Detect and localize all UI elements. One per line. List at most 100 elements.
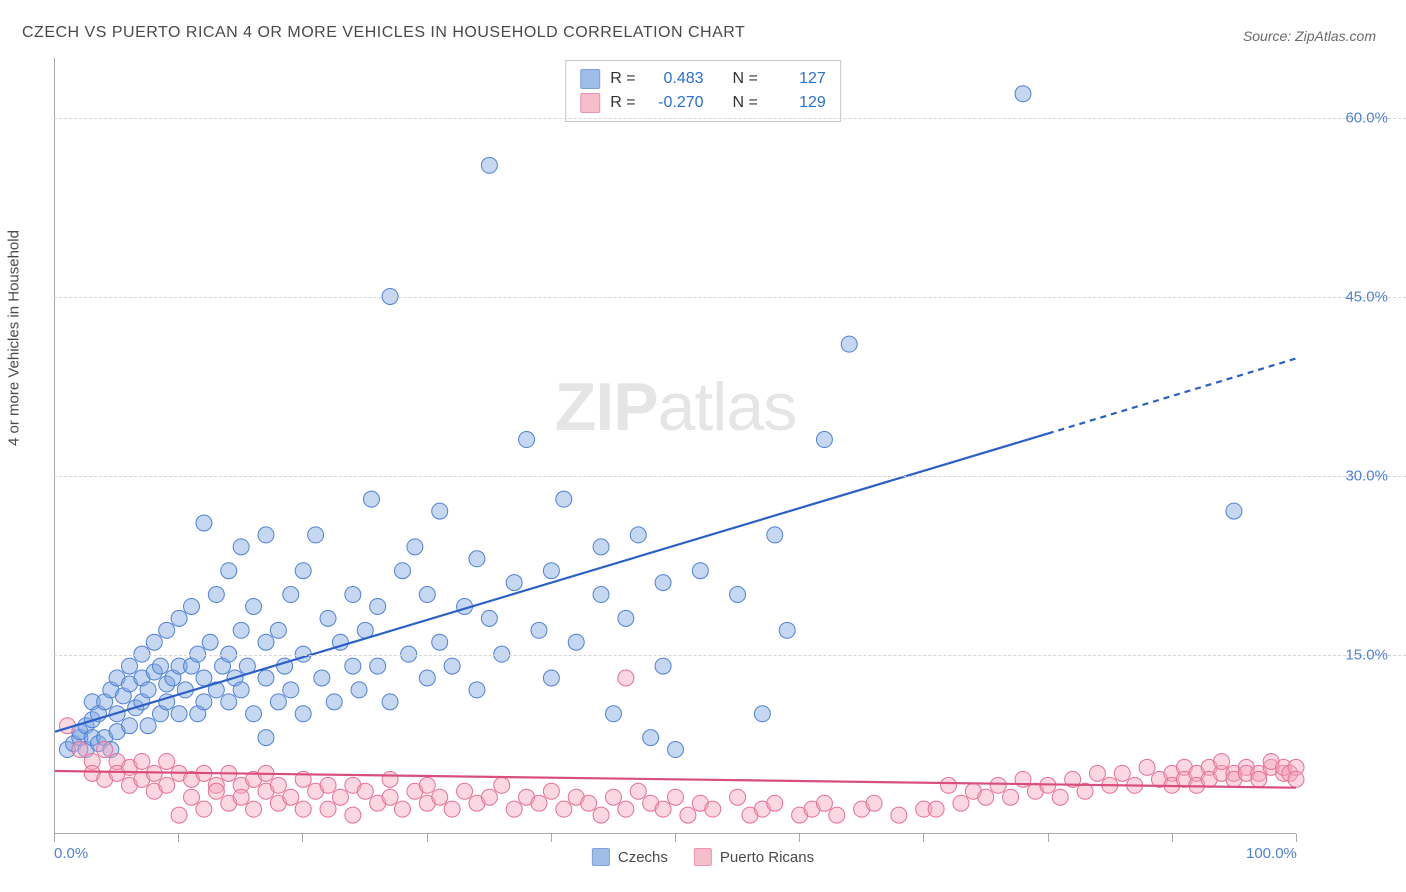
- legend-swatch-pr: [694, 848, 712, 866]
- data-point: [668, 742, 684, 758]
- x-tick-mark: [923, 834, 924, 842]
- data-point: [668, 789, 684, 805]
- trend-line-extrapolated: [1048, 358, 1296, 433]
- data-point: [655, 658, 671, 674]
- data-point: [444, 658, 460, 674]
- data-point: [246, 598, 262, 614]
- data-point: [382, 789, 398, 805]
- data-point: [556, 801, 572, 817]
- n-value-pr: 129: [768, 91, 826, 115]
- data-point: [332, 789, 348, 805]
- data-point: [953, 795, 969, 811]
- x-tick-mark: [54, 834, 55, 842]
- data-point: [1052, 789, 1068, 805]
- data-point: [630, 527, 646, 543]
- data-point: [469, 682, 485, 698]
- data-point: [345, 587, 361, 603]
- x-tick-mark: [427, 834, 428, 842]
- data-point: [196, 801, 212, 817]
- data-point: [543, 670, 559, 686]
- data-point: [140, 682, 156, 698]
- data-point: [407, 539, 423, 555]
- x-tick-label: 0.0%: [54, 845, 88, 862]
- data-point: [581, 795, 597, 811]
- legend-item-czechs: Czechs: [592, 848, 668, 866]
- data-point: [171, 807, 187, 823]
- data-point: [1214, 753, 1230, 769]
- data-point: [618, 801, 634, 817]
- data-point: [184, 789, 200, 805]
- r-value-pr: -0.270: [646, 91, 704, 115]
- data-point: [543, 563, 559, 579]
- source-attribution: Source: ZipAtlas.com: [1243, 28, 1376, 44]
- data-point: [258, 670, 274, 686]
- y-tick-label: 60.0%: [1345, 109, 1388, 126]
- data-point: [816, 432, 832, 448]
- legend-label-pr: Puerto Ricans: [720, 849, 814, 866]
- stats-row-pr: R = -0.270 N = 129: [580, 91, 826, 115]
- legend-swatch-czechs: [592, 848, 610, 866]
- x-tick-mark: [1296, 834, 1297, 842]
- data-point: [233, 539, 249, 555]
- data-point: [630, 783, 646, 799]
- data-point: [419, 670, 435, 686]
- data-point: [1015, 86, 1031, 102]
- n-label: N =: [732, 91, 757, 115]
- r-value-czechs: 0.483: [646, 67, 704, 91]
- x-tick-mark: [302, 834, 303, 842]
- data-point: [556, 491, 572, 507]
- data-point: [730, 789, 746, 805]
- data-point: [72, 742, 88, 758]
- data-point: [1251, 771, 1267, 787]
- data-point: [171, 610, 187, 626]
- data-point: [779, 622, 795, 638]
- data-point: [97, 742, 113, 758]
- data-point: [1089, 765, 1105, 781]
- data-point: [258, 527, 274, 543]
- data-point: [345, 807, 361, 823]
- data-point: [655, 801, 671, 817]
- data-point: [593, 807, 609, 823]
- data-point: [121, 658, 137, 674]
- data-point: [543, 783, 559, 799]
- data-point: [680, 807, 696, 823]
- y-tick-label: 15.0%: [1345, 646, 1388, 663]
- data-point: [506, 801, 522, 817]
- data-point: [382, 694, 398, 710]
- data-point: [258, 730, 274, 746]
- data-point: [692, 563, 708, 579]
- data-point: [270, 622, 286, 638]
- data-point: [767, 795, 783, 811]
- data-point: [184, 598, 200, 614]
- data-point: [134, 753, 150, 769]
- data-point: [457, 783, 473, 799]
- data-point: [643, 730, 659, 746]
- data-point: [432, 503, 448, 519]
- data-point: [159, 622, 175, 638]
- data-point: [394, 563, 410, 579]
- chart-plot-area: ZIPatlas: [54, 58, 1296, 834]
- data-point: [891, 807, 907, 823]
- x-tick-mark: [675, 834, 676, 842]
- data-point: [1114, 765, 1130, 781]
- data-point: [295, 706, 311, 722]
- data-point: [730, 587, 746, 603]
- data-point: [258, 634, 274, 650]
- data-point: [816, 795, 832, 811]
- gridline-h: [54, 655, 1406, 656]
- data-point: [320, 610, 336, 626]
- data-point: [308, 527, 324, 543]
- data-point: [283, 587, 299, 603]
- data-point: [382, 771, 398, 787]
- scatter-svg: [55, 58, 1296, 833]
- swatch-czechs: [580, 69, 600, 89]
- data-point: [351, 682, 367, 698]
- data-point: [419, 777, 435, 793]
- source-prefix: Source:: [1243, 28, 1295, 44]
- data-point: [941, 777, 957, 793]
- data-point: [990, 777, 1006, 793]
- data-point: [152, 658, 168, 674]
- n-value-czechs: 127: [768, 67, 826, 91]
- data-point: [159, 753, 175, 769]
- data-point: [363, 491, 379, 507]
